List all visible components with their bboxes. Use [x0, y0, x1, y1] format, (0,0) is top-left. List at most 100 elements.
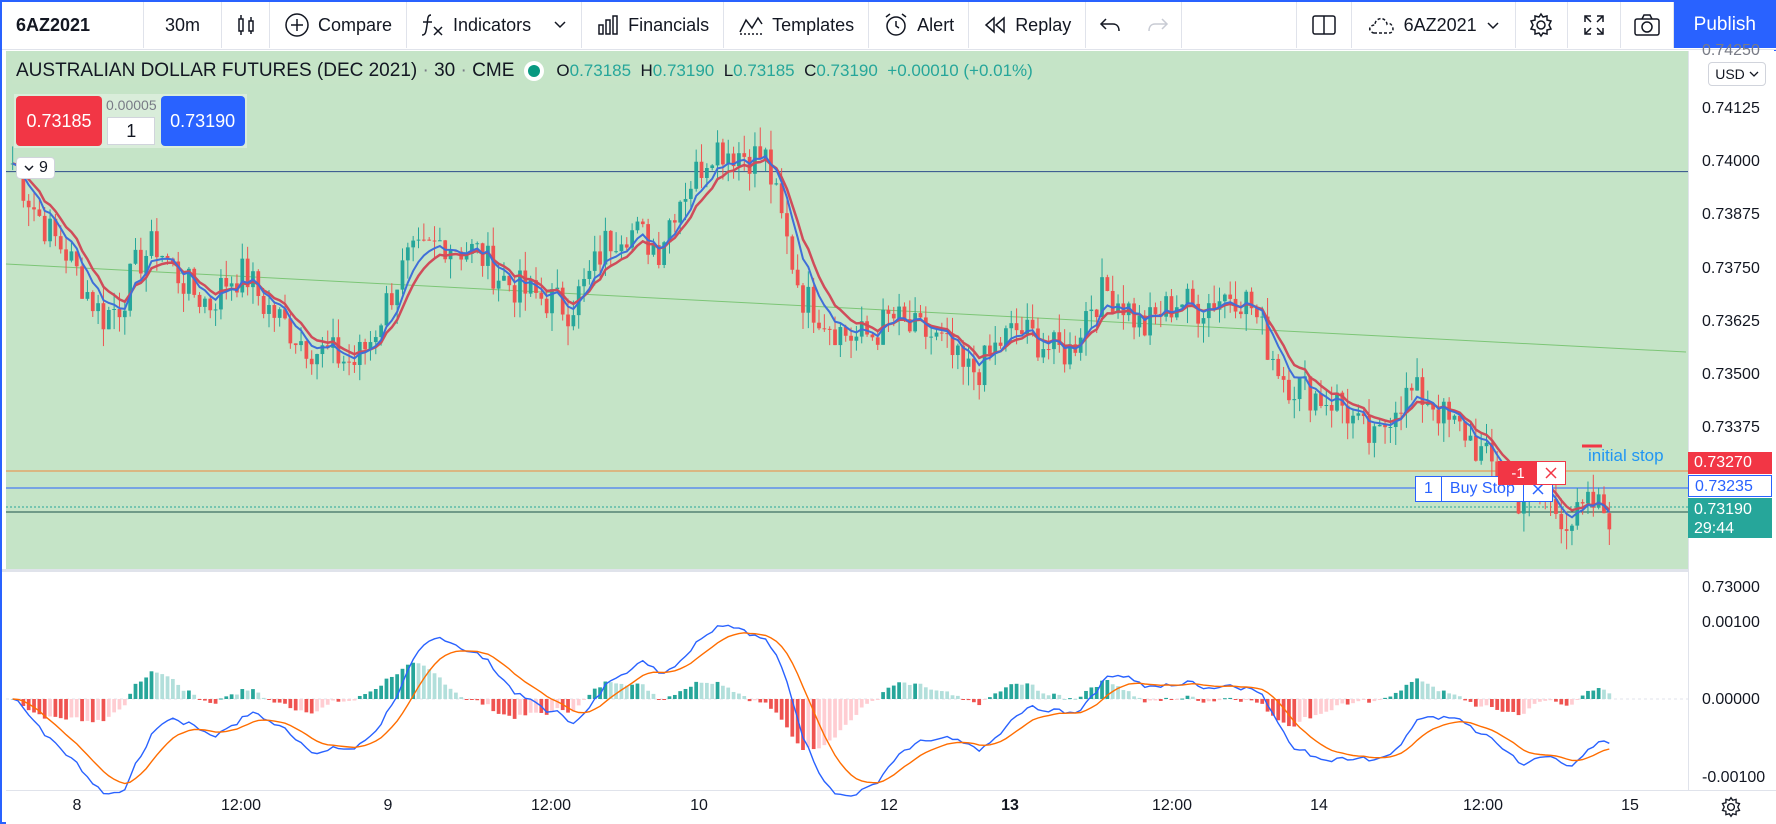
price-tick: 0.74125 — [1702, 100, 1760, 117]
redo-button[interactable] — [1134, 2, 1183, 48]
alert-button[interactable]: Alert — [869, 2, 970, 48]
osc-tick: -0.00100 — [1702, 769, 1766, 786]
histogram-bar — [1233, 699, 1238, 701]
histogram-bar — [331, 699, 335, 701]
histogram-bar — [1052, 693, 1056, 699]
candle-body — [1468, 435, 1473, 441]
gear-icon[interactable] — [1720, 796, 1742, 818]
indicators-collapse-button[interactable]: 9 — [16, 157, 55, 179]
time-tick: 12:00 — [220, 797, 262, 814]
fullscreen-button[interactable] — [1568, 2, 1620, 48]
candle-body — [138, 249, 143, 274]
cancel-order-button[interactable] — [1524, 477, 1552, 501]
templates-icon — [739, 16, 763, 35]
histogram-bar — [352, 699, 357, 701]
histogram-bar — [624, 685, 629, 699]
indicator-count: 9 — [39, 159, 48, 176]
candle-body — [699, 161, 704, 178]
undo-button[interactable] — [1086, 2, 1134, 48]
candle-body — [69, 251, 74, 261]
histogram-bar — [769, 699, 773, 709]
quantity-input[interactable]: 1 — [107, 117, 156, 145]
candle-body — [560, 287, 565, 315]
time-scale[interactable] — [6, 790, 1776, 824]
indicators-button[interactable]: Indicators — [407, 2, 583, 48]
candle-body — [1180, 304, 1184, 308]
candle-body — [486, 245, 490, 266]
oscillator-pane[interactable] — [6, 572, 1688, 790]
last-price-tag: 0.73190 29:44 — [1688, 498, 1772, 538]
pane-separator[interactable] — [2, 569, 1770, 572]
histogram-bar — [1473, 699, 1478, 707]
histogram-bar — [806, 699, 811, 748]
close-position-button[interactable] — [1537, 462, 1565, 484]
candle-body — [955, 345, 960, 356]
histogram-bar — [1404, 684, 1409, 699]
candle-body — [197, 294, 202, 307]
histogram-bar — [464, 699, 469, 700]
histogram-bar — [635, 683, 640, 699]
candle-body — [507, 275, 512, 286]
candle-body — [1564, 529, 1569, 531]
candle-body — [742, 153, 747, 157]
layout-button[interactable] — [1295, 2, 1352, 48]
candle-body — [58, 236, 63, 250]
chart-type-button[interactable] — [222, 2, 270, 48]
interval-button[interactable]: 30m — [144, 2, 222, 48]
symbol-search-button[interactable]: 6AZ2021 — [2, 2, 144, 48]
candle-body — [1554, 499, 1558, 514]
candle-body — [1164, 296, 1168, 317]
candle-body — [555, 287, 560, 290]
currency-select[interactable]: USD — [1708, 62, 1766, 86]
price-tick: 0.73375 — [1702, 419, 1760, 436]
candle-body — [1297, 378, 1302, 400]
histogram-bar — [518, 699, 522, 715]
candle-body — [48, 218, 52, 242]
quantity-value: 1 — [126, 120, 137, 141]
candle-body — [1046, 349, 1051, 351]
histogram-bar — [256, 692, 261, 699]
position-line-tag[interactable]: -1 — [1498, 461, 1566, 485]
alarm-clock-icon — [885, 13, 907, 36]
candle-body — [1441, 401, 1446, 424]
financials-button[interactable]: Financials — [582, 2, 725, 48]
compare-button[interactable]: Compare — [270, 2, 408, 48]
histogram-bar — [37, 699, 42, 715]
settings-button[interactable] — [1516, 2, 1568, 48]
histogram-bar — [1174, 699, 1179, 700]
histogram-bar — [1169, 699, 1174, 700]
histogram-bar — [1271, 699, 1275, 716]
histogram-bar — [993, 693, 998, 699]
candle-body — [1452, 415, 1457, 420]
templates-button[interactable]: Templates — [724, 2, 870, 48]
histogram-bar — [1441, 690, 1446, 699]
buy-button[interactable]: 0.73190 — [160, 96, 245, 146]
sell-button[interactable]: 0.73185 — [16, 96, 102, 146]
histogram-bar — [293, 699, 298, 711]
candle-body — [1372, 426, 1377, 443]
candle-body — [1292, 399, 1297, 401]
candle-body — [854, 336, 859, 341]
histogram-bar — [1377, 699, 1382, 700]
histogram-bar — [801, 699, 805, 751]
time-tick: 12:00 — [530, 797, 572, 814]
save-layout-button[interactable]: 6AZ2021 — [1352, 2, 1516, 48]
publish-button[interactable]: Publish — [1673, 2, 1776, 48]
camera-icon — [1633, 14, 1660, 36]
histogram-bar — [1564, 699, 1569, 706]
market-status-dot[interactable] — [528, 65, 541, 77]
histogram-bar — [737, 693, 741, 699]
snapshot-button[interactable] — [1619, 2, 1674, 48]
histogram-bar — [427, 669, 432, 699]
candle-body — [1522, 501, 1526, 514]
histogram-bar — [1084, 690, 1088, 699]
histogram-bar — [496, 699, 501, 714]
price-scale[interactable] — [1688, 51, 1776, 791]
histogram-bar — [379, 685, 383, 699]
candle-body — [1415, 377, 1419, 391]
histogram-bar — [1452, 694, 1457, 699]
candle-body — [512, 285, 517, 303]
replay-button[interactable]: Replay — [969, 2, 1087, 48]
histogram-bar — [779, 699, 784, 720]
